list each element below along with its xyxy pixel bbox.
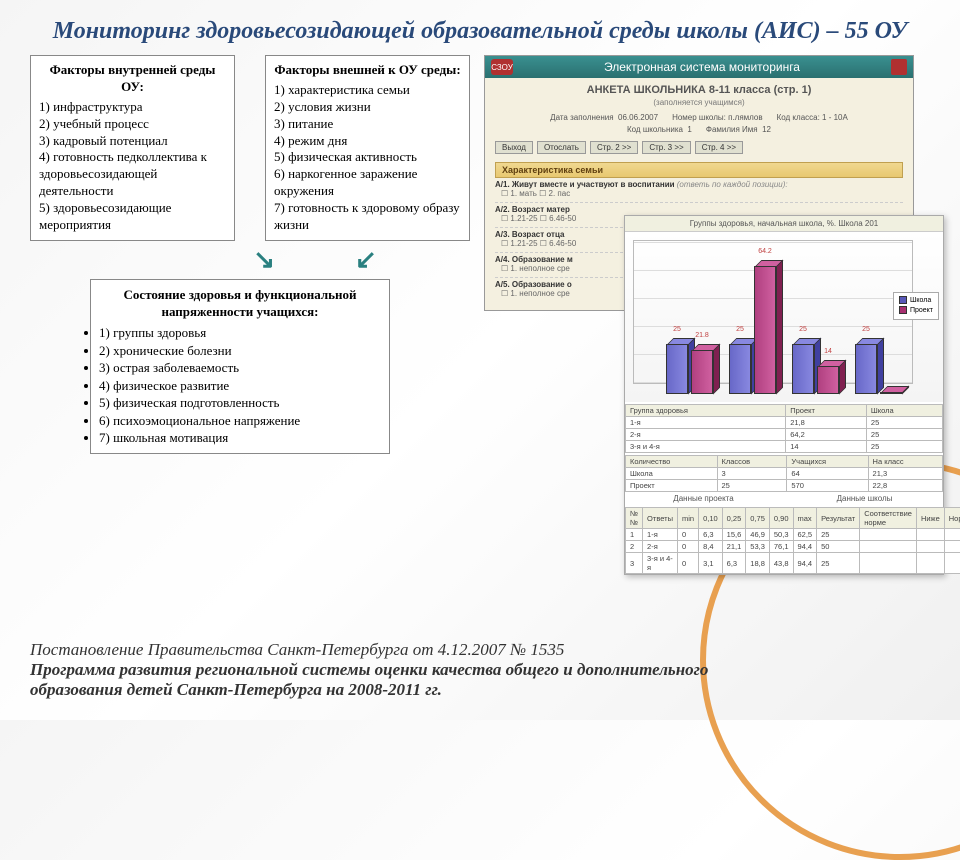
box1-title: Факторы внутренней среды ОУ: (39, 62, 226, 96)
table3-right-title: Данные школы (786, 492, 943, 505)
left-column: Факторы внутренней среды ОУ: 1) инфрастр… (30, 55, 470, 454)
bar-group: 25 (855, 344, 902, 394)
arrow-down-icon: ↙ (355, 245, 377, 275)
bar: 25 (792, 344, 814, 394)
table-project-data: №№Ответыmin0,100,250,750,90maxРезультатС… (625, 507, 960, 574)
list-item: 1) инфраструктура (39, 99, 226, 116)
nav-button[interactable]: Отослать (537, 141, 586, 154)
legend-item: Проект (899, 306, 933, 316)
app-logo-left: СЗОУ (491, 59, 513, 75)
list-item: 3) питание (274, 116, 461, 133)
bar: 64.2 (754, 266, 776, 394)
box-external-factors: Факторы внешней к ОУ среды: 1) характери… (265, 55, 470, 241)
app-system-title: Электронная система мониторинга (604, 60, 800, 74)
legend-item: Школа (899, 296, 933, 306)
question-a1: А/1. Живут вместе и участвуют в воспитан… (495, 178, 903, 203)
bar: 25 (855, 344, 877, 394)
arrows-row: ↘ ↙ (30, 245, 470, 275)
list-item: 2) учебный процесс (39, 116, 226, 133)
arrow-down-icon: ↘ (253, 245, 275, 275)
bar-group: 2514 (792, 344, 839, 394)
chart-window: Группы здоровья, начальная школа, %. Шко… (624, 215, 944, 575)
list-item: 5) здоровьесозидающие мероприятия (39, 200, 226, 234)
table3-left-title: Данные проекта (625, 492, 782, 505)
list-item: 2) условия жизни (274, 99, 461, 116)
anketa-title: АНКЕТА ШКОЛЬНИКА 8-11 класса (стр. 1) (495, 84, 903, 96)
list-item: 4) готовность педколлектива к здоровьесо… (39, 149, 226, 200)
table-health-groups: Группа здоровьяПроектШкола1-я21,8252-я64… (625, 404, 943, 453)
bar: 25 (666, 344, 688, 394)
app-logo-right (891, 59, 907, 75)
nav-button[interactable]: Выход (495, 141, 533, 154)
nav-button[interactable]: Стр. 4 >> (695, 141, 743, 154)
list-item: 4) физическое развитие (99, 377, 381, 395)
box2-title: Факторы внешней к ОУ среды: (274, 62, 461, 79)
list-item: 5) физическая активность (274, 149, 461, 166)
list-item: 5) физическая подготовленность (99, 394, 381, 412)
nav-button[interactable]: Стр. 3 >> (642, 141, 690, 154)
box2-list: 1) характеристика семьи2) условия жизни3… (274, 82, 461, 234)
list-item: 3) кадровый потенциал (39, 133, 226, 150)
list-item: 4) режим дня (274, 133, 461, 150)
box3-list: 1) группы здоровья2) хронические болезни… (99, 324, 381, 447)
list-item: 1) характеристика семьи (274, 82, 461, 99)
button-row: Выход Отослать Стр. 2 >> Стр. 3 >> Стр. 4 >> (495, 137, 903, 158)
list-item: 6) психоэмоциональное напряжение (99, 412, 381, 430)
box-health-state: Состояние здоровья и функциональной напр… (90, 279, 390, 454)
footer-line1: Постановление Правительства Санкт-Петерб… (30, 640, 800, 660)
chart-title: Группы здоровья, начальная школа, %. Шко… (625, 216, 943, 232)
list-item: 2) хронические болезни (99, 342, 381, 360)
footer: Постановление Правительства Санкт-Петерб… (30, 640, 800, 700)
table-counts: КоличествоКлассовУчащихсяНа классШкола36… (625, 455, 943, 492)
bar (880, 392, 902, 394)
main-content: Факторы внутренней среды ОУ: 1) инфрастр… (0, 55, 960, 454)
box3-title: Состояние здоровья и функциональной напр… (99, 286, 381, 321)
list-item: 7) школьная мотивация (99, 429, 381, 447)
anketa-subtitle: (заполняется учащимся) (495, 98, 903, 107)
nav-button[interactable]: Стр. 2 >> (590, 141, 638, 154)
info-row-2: Код школьника 1 Фамилия Имя 12 (495, 125, 903, 134)
page-title: Мониторинг здоровьесозидающей образовате… (0, 0, 960, 55)
bar-group: 2564.2 (729, 266, 776, 394)
list-item: 1) группы здоровья (99, 324, 381, 342)
chart-area: ШколаПроект 2521.82564.2251425 (625, 232, 943, 402)
box-internal-factors: Факторы внутренней среды ОУ: 1) инфрастр… (30, 55, 235, 241)
bar: 21.8 (691, 350, 713, 394)
chart-legend: ШколаПроект (893, 292, 939, 320)
list-item: 3) острая заболеваемость (99, 359, 381, 377)
bar-group: 2521.8 (666, 344, 713, 394)
section-header: Характеристика семьи (495, 162, 903, 178)
right-column: СЗОУ Электронная система мониторинга АНК… (484, 55, 930, 454)
bar: 14 (817, 366, 839, 394)
box1-list: 1) инфраструктура2) учебный процесс3) ка… (39, 99, 226, 234)
list-item: 7) готовность к здоровому образу жизни (274, 200, 461, 234)
app-topbar: СЗОУ Электронная система мониторинга (485, 56, 913, 78)
footer-line2: Программа развития региональной системы … (30, 660, 800, 700)
list-item: 6) наркогенное заражение окружения (274, 166, 461, 200)
bar: 25 (729, 344, 751, 394)
info-row-1: Дата заполнения 06.06.2007 Номер школы: … (495, 113, 903, 122)
